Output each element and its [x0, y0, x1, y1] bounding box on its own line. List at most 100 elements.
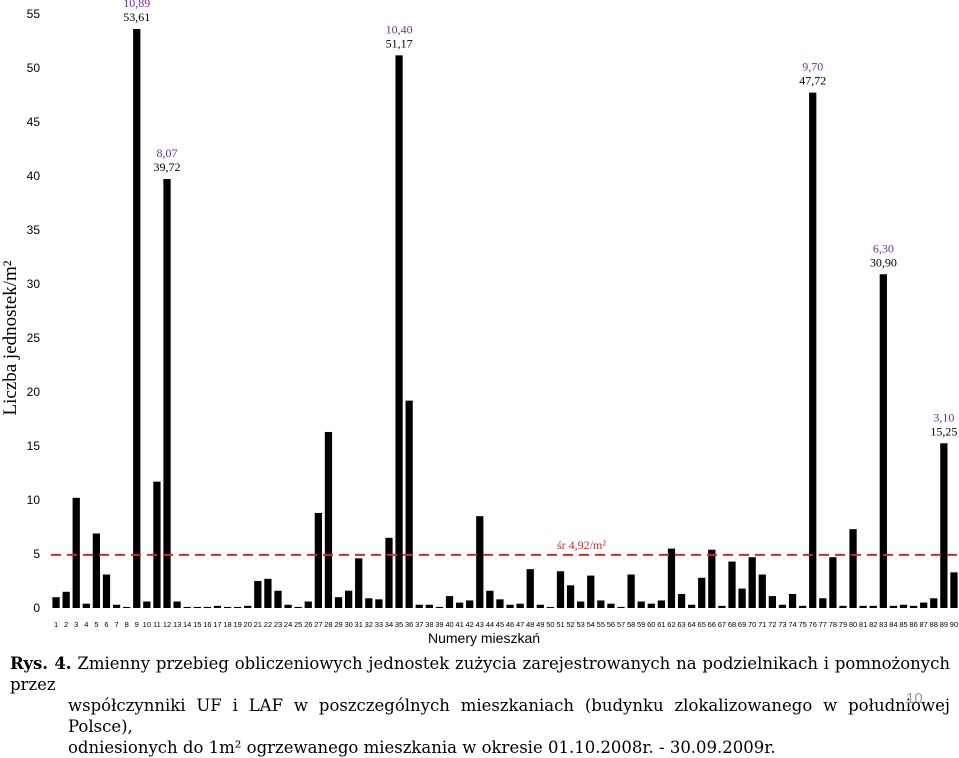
bar	[223, 606, 232, 608]
y-tick-label: 35	[27, 223, 41, 237]
x-tick-label: 74	[788, 620, 796, 629]
bar	[728, 561, 736, 608]
x-tick-label: 59	[637, 620, 645, 629]
annotation-secondary-value: 9,70	[802, 60, 823, 74]
x-tick-label: 16	[203, 620, 211, 629]
bar	[506, 604, 514, 608]
bar	[647, 603, 655, 608]
bar	[909, 605, 918, 608]
annotation-secondary-value: 10,40	[386, 22, 413, 36]
bar	[355, 558, 363, 608]
bar	[819, 598, 827, 608]
x-tick-label: 12	[163, 620, 171, 629]
x-tick-label: 25	[294, 620, 302, 629]
mean-line-label: śr 4,92/m²	[557, 538, 606, 552]
bar	[657, 600, 666, 608]
bar	[496, 599, 504, 608]
bar	[556, 571, 565, 608]
x-tick-label: 67	[718, 620, 726, 629]
bar	[798, 605, 807, 608]
bar	[708, 549, 716, 608]
caption-text-2: współczynniki UF i LAF w poszczególnych …	[68, 696, 950, 736]
x-tick-label: 19	[233, 620, 241, 629]
x-tick-label: 14	[183, 620, 191, 629]
bar	[879, 274, 887, 608]
annotation-value: 39,72	[154, 160, 181, 174]
x-tick-label: 55	[597, 620, 605, 629]
x-tick-label: 22	[264, 620, 272, 629]
bar	[920, 602, 928, 608]
caption-label: Rys. 4.	[10, 654, 72, 673]
x-tick-label: 58	[627, 620, 635, 629]
y-tick-label: 20	[27, 385, 41, 399]
bar	[849, 529, 857, 608]
caption-text-1: Zmienny przebieg obliczeniowych jednoste…	[10, 654, 951, 694]
bar	[546, 606, 555, 608]
y-tick-label: 0	[33, 601, 40, 615]
x-tick-label: 80	[849, 620, 857, 629]
x-tick-label: 41	[455, 620, 463, 629]
bar	[375, 599, 383, 608]
x-tick-label: 28	[324, 620, 332, 629]
bar	[455, 602, 464, 608]
bar	[748, 557, 756, 608]
x-tick-label: 82	[869, 620, 877, 629]
x-tick-label: 11	[153, 620, 161, 629]
bar	[435, 606, 444, 608]
x-tick-label: 81	[859, 620, 867, 629]
bar	[577, 601, 585, 608]
x-tick-label: 27	[314, 620, 322, 629]
y-tick-label: 45	[27, 115, 41, 129]
bar	[102, 574, 111, 608]
x-tick-label: 45	[496, 620, 504, 629]
bar	[718, 605, 726, 608]
bar	[213, 605, 222, 608]
x-tick-label: 64	[687, 620, 695, 629]
x-tick-label: 54	[587, 620, 595, 629]
annotation-value: 15,25	[930, 424, 957, 438]
bar	[405, 400, 413, 608]
bar	[193, 606, 201, 608]
figure-caption: Rys. 4. Zmienny przebieg obliczeniowych …	[10, 653, 950, 758]
x-tick-label: 15	[193, 620, 201, 629]
bar	[274, 590, 282, 608]
x-tick-label: 4	[84, 620, 88, 629]
bar	[476, 516, 484, 608]
x-tick-label: 65	[698, 620, 706, 629]
bar	[334, 597, 343, 608]
x-tick-label: 2	[64, 620, 68, 629]
x-tick-label: 56	[607, 620, 615, 629]
y-tick-label: 10	[27, 493, 41, 507]
x-axis-ticks: 1 2 3 4 5 6 7 8 9 10 11 12 13 14 15 16 17 18 19 20 21 22 23 24 2…	[54, 620, 958, 629]
bar	[809, 92, 817, 608]
bar	[365, 598, 373, 608]
x-tick-label: 52	[566, 620, 574, 629]
x-tick-label: 69	[738, 620, 746, 629]
y-tick-label: 25	[27, 331, 41, 345]
bar	[536, 604, 544, 608]
bar	[677, 593, 686, 608]
bar	[112, 604, 121, 608]
bar	[667, 548, 676, 608]
bar	[203, 606, 212, 608]
bar	[778, 604, 787, 608]
x-tick-label: 23	[274, 620, 282, 629]
x-tick-label: 75	[798, 620, 806, 629]
x-tick-label: 60	[647, 620, 655, 629]
x-tick-label: 40	[445, 620, 453, 629]
bar	[82, 603, 90, 608]
x-tick-label: 62	[667, 620, 675, 629]
bar	[597, 600, 605, 608]
x-tick-label: 89	[940, 620, 948, 629]
annotation-value: 53,61	[123, 10, 150, 24]
x-tick-label: 8	[125, 620, 129, 629]
x-tick-label: 46	[506, 620, 514, 629]
bar	[92, 533, 101, 608]
x-tick-label: 83	[879, 620, 887, 629]
bar	[940, 443, 948, 608]
bar	[466, 600, 474, 608]
bar	[344, 590, 353, 608]
x-tick-label: 90	[950, 620, 958, 629]
bar	[768, 596, 776, 608]
bar	[254, 581, 262, 608]
